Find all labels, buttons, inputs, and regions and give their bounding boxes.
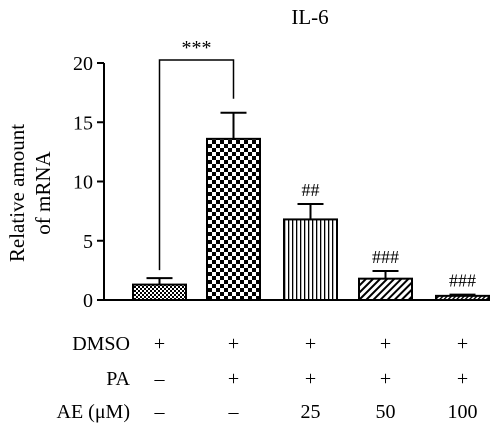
bar	[132, 283, 187, 302]
significance-marker: ###	[372, 247, 399, 267]
annotations: ########***	[158, 37, 476, 291]
y-tick-label: 5	[83, 231, 93, 253]
comparison-bracket	[158, 59, 235, 271]
bar	[206, 137, 261, 301]
condition-label: PA	[106, 368, 130, 390]
significance-marker: ###	[449, 271, 476, 291]
condition-value: –	[228, 401, 240, 423]
y-tick-label: 20	[73, 53, 93, 75]
significance-marker: ##	[302, 180, 320, 200]
y-tick-label: 0	[83, 290, 93, 312]
condition-value: –	[154, 368, 166, 390]
y-tick-label: 10	[73, 172, 93, 194]
y-tick-label: 15	[73, 112, 93, 134]
condition-value: –	[154, 401, 166, 423]
condition-value: +	[228, 333, 239, 355]
condition-value: +	[380, 368, 391, 390]
condition-label: DMSO	[72, 333, 130, 355]
bars	[132, 111, 490, 302]
condition-value: +	[228, 368, 239, 390]
condition-value: +	[305, 368, 316, 390]
condition-value: +	[154, 333, 165, 355]
comparison-stars: ***	[182, 37, 212, 59]
y-axis-label-line-2: of mRNA	[31, 150, 55, 234]
axes: 0 5 10 15 20	[73, 53, 490, 312]
condition-value: +	[457, 333, 468, 355]
condition-value: +	[457, 368, 468, 390]
condition-value: 100	[448, 401, 478, 423]
condition-table: DMSO + + + + + PA – + + + + AE (μM) – – 25 50 100	[57, 333, 478, 423]
y-axis-label-line-1: Relative amount	[5, 124, 29, 262]
bar	[358, 277, 413, 302]
bar	[283, 218, 338, 301]
condition-value: 50	[376, 401, 396, 423]
bar	[435, 294, 490, 302]
condition-value: 25	[301, 401, 321, 423]
condition-value: +	[380, 333, 391, 355]
chart-title: IL-6	[291, 5, 328, 29]
condition-value: +	[305, 333, 316, 355]
condition-label: AE (μM)	[57, 401, 131, 423]
